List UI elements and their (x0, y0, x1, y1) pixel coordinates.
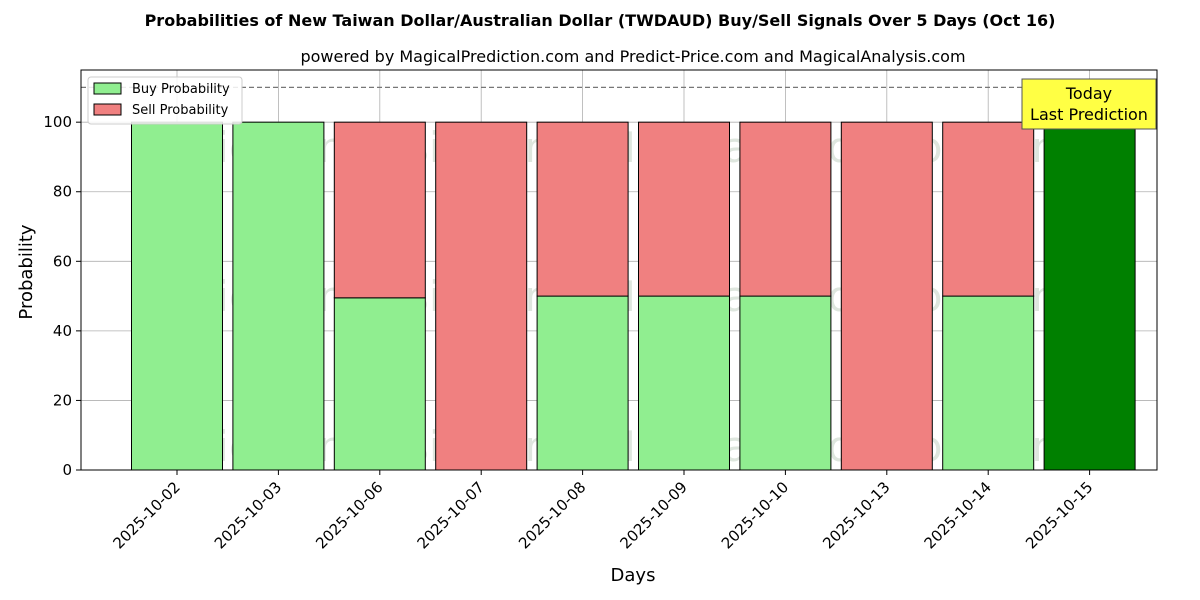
bar-sell (638, 121, 730, 297)
bar-sell (739, 121, 832, 297)
bar-sell (435, 121, 528, 471)
annotation-line1: Today (1065, 84, 1112, 103)
bar-sell (333, 121, 426, 299)
y-tick-label: 60 (53, 252, 72, 270)
y-tick-label: 0 (62, 461, 72, 479)
plot-frame (80, 69, 1158, 471)
x-tick-label: 2025-10-06 (312, 478, 386, 552)
annotation-box: Today Last Prediction (1021, 78, 1157, 130)
bar-buy (638, 295, 730, 471)
legend-label-sell: Sell Probability (132, 103, 229, 118)
x-tick-label: 2025-10-13 (819, 478, 893, 552)
chart-subtitle: powered by MagicalPrediction.com and Pre… (300, 47, 965, 66)
bar-sell (942, 121, 1035, 297)
bar-buy (1043, 121, 1136, 471)
legend-frame (87, 76, 243, 125)
bar-sell (536, 121, 629, 297)
y-axis: 0 20 40 60 80 100 (43, 113, 81, 479)
x-tick-label: 2025-10-09 (616, 478, 690, 552)
bar-buy (232, 121, 325, 471)
annotation-background (1021, 78, 1157, 130)
bar-buy (536, 295, 629, 471)
y-tick-label: 20 (53, 391, 72, 409)
x-tick-label: 2025-10-08 (515, 478, 589, 552)
y-axis-label: Probability (16, 224, 37, 319)
x-tick-label: 2025-10-02 (109, 478, 183, 552)
y-tick-label: 100 (43, 113, 72, 131)
bar-buy (739, 295, 832, 471)
legend-swatch-sell (93, 103, 122, 116)
y-tick-label: 80 (53, 183, 72, 201)
bar-buy (131, 121, 223, 471)
legend: Buy Probability Sell Probability (87, 76, 243, 125)
x-tick-label: 2025-10-03 (211, 478, 285, 552)
y-tick-label: 40 (53, 322, 72, 340)
x-axis-label: Days (611, 565, 656, 586)
x-axis: 2025-10-02 2025-10-03 2025-10-06 2025-10-07… (109, 470, 1096, 552)
annotation-line2: Last Prediction (1030, 105, 1148, 124)
bar-sell (840, 121, 933, 471)
bar-buy (333, 297, 426, 471)
bars (131, 121, 1136, 471)
x-tick-label: 2025-10-14 (921, 478, 995, 552)
legend-label-buy: Buy Probability (132, 82, 230, 97)
chart-title: Probabilities of New Taiwan Dollar/Austr… (145, 11, 1056, 30)
bar-buy (942, 295, 1035, 471)
x-tick-label: 2025-10-15 (1022, 478, 1096, 552)
x-tick-label: 2025-10-07 (414, 478, 488, 552)
x-tick-label: 2025-10-10 (718, 478, 792, 552)
legend-swatch-buy (93, 82, 122, 95)
